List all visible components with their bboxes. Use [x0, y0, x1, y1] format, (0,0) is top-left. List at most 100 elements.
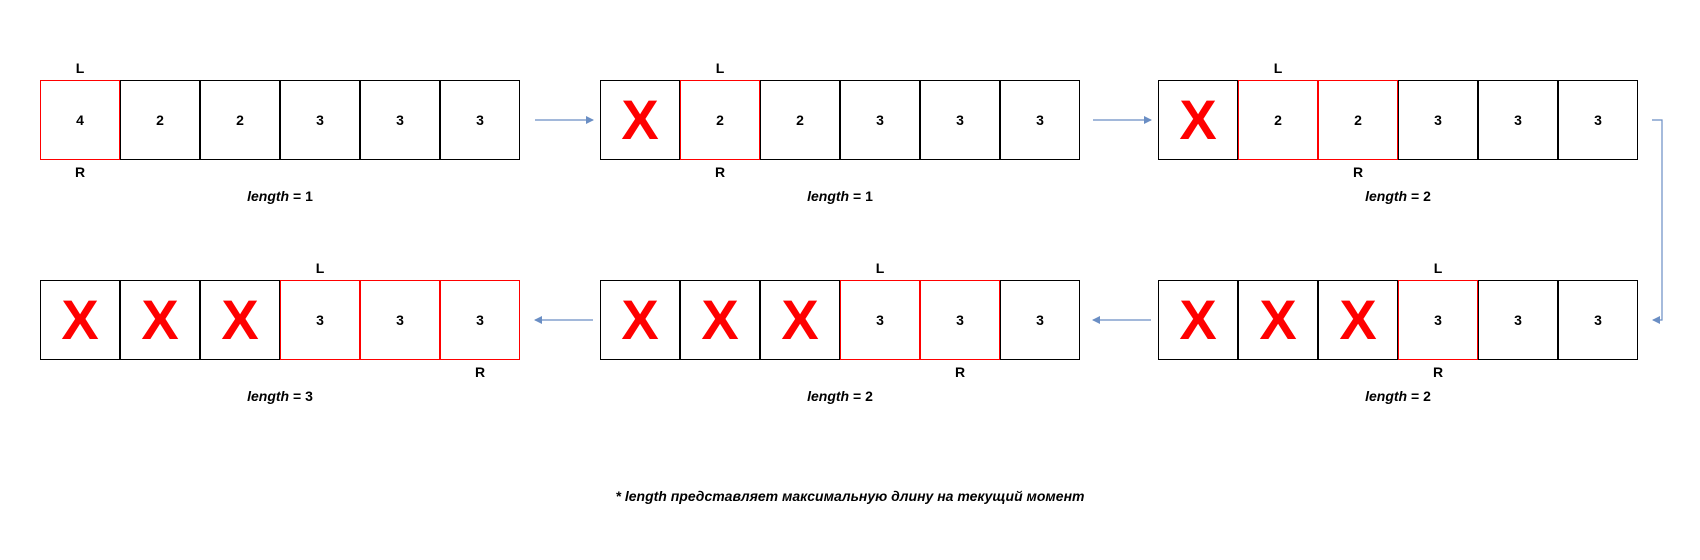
cell-value: 2	[156, 112, 164, 128]
array-cell: 3	[840, 80, 920, 160]
array-cell-in-window: 3	[1398, 280, 1478, 360]
cell-value: 3	[316, 112, 324, 128]
length-equals: =	[289, 388, 306, 404]
cell-value: 4	[76, 112, 84, 128]
array-cell-removed: X	[760, 280, 840, 360]
array-cell: 2	[200, 80, 280, 160]
cell-value: 3	[476, 312, 484, 328]
length-word: length	[247, 388, 290, 404]
left-pointer-label: L	[315, 260, 325, 276]
array-cell-removed: X	[1238, 280, 1318, 360]
cell-value: 3	[1036, 112, 1044, 128]
length-value: 1	[865, 188, 873, 204]
array-cell: 3	[1000, 80, 1080, 160]
length-equals: =	[289, 188, 306, 204]
array-cell-removed: X	[600, 80, 680, 160]
array-cell-removed: X	[200, 280, 280, 360]
right-pointer-label: R	[474, 364, 486, 380]
removed-mark-icon: X	[1259, 288, 1297, 351]
cell-value: 3	[396, 312, 404, 328]
array-cell-in-window: 3	[360, 280, 440, 360]
length-value: 2	[1423, 388, 1431, 404]
array-cell: 3	[440, 80, 520, 160]
removed-mark-icon: X	[1179, 88, 1217, 151]
array-cell: 3	[1558, 280, 1638, 360]
array-cell-in-window: 3	[440, 280, 520, 360]
cell-value: 2	[716, 112, 724, 128]
left-pointer-label: L	[1273, 60, 1283, 76]
length-word: length	[1365, 188, 1408, 204]
left-pointer-label: L	[715, 60, 725, 76]
cell-value: 2	[236, 112, 244, 128]
length-value: 2	[1423, 188, 1431, 204]
array-cell: 3	[1000, 280, 1080, 360]
array-cell: 3	[360, 80, 440, 160]
array-cell-in-window: 3	[920, 280, 1000, 360]
array-cell-in-window: 4	[40, 80, 120, 160]
cell-value: 3	[476, 112, 484, 128]
removed-mark-icon: X	[701, 288, 739, 351]
length-equals: =	[1407, 388, 1424, 404]
cell-value: 3	[1514, 112, 1522, 128]
length-caption: length = 2	[600, 388, 1080, 404]
length-caption: length = 1	[40, 188, 520, 204]
footnote: * length представляет максимальную длину…	[615, 488, 1085, 504]
right-pointer-label: R	[1352, 164, 1364, 180]
removed-mark-icon: X	[781, 288, 819, 351]
cell-value: 3	[316, 312, 324, 328]
removed-mark-icon: X	[621, 288, 659, 351]
cell-value: 3	[1036, 312, 1044, 328]
cell-value: 2	[1274, 112, 1282, 128]
array-cell-in-window: 3	[840, 280, 920, 360]
cell-value: 3	[876, 112, 884, 128]
length-caption: length = 1	[600, 188, 1080, 204]
length-value: 1	[305, 188, 313, 204]
length-word: length	[807, 388, 850, 404]
right-pointer-label: R	[1432, 364, 1444, 380]
array-cell: 3	[1558, 80, 1638, 160]
cell-value: 2	[796, 112, 804, 128]
length-caption: length = 2	[1158, 188, 1638, 204]
array-cell-removed: X	[120, 280, 200, 360]
length-value: 3	[305, 388, 313, 404]
cell-value: 2	[1354, 112, 1362, 128]
left-pointer-label: L	[1433, 260, 1443, 276]
cell-value: 3	[396, 112, 404, 128]
removed-mark-icon: X	[221, 288, 259, 351]
array-cell: 3	[1398, 80, 1478, 160]
array-cell-removed: X	[1158, 280, 1238, 360]
array-row: X 2 2 3 3 3	[1158, 80, 1638, 160]
length-equals: =	[849, 388, 866, 404]
cell-value: 3	[1514, 312, 1522, 328]
array-cell-removed: X	[1318, 280, 1398, 360]
array-cell-removed: X	[600, 280, 680, 360]
cell-value: 3	[1434, 312, 1442, 328]
left-pointer-label: L	[75, 60, 85, 76]
array-cell-in-window: 2	[680, 80, 760, 160]
array-cell-removed: X	[1158, 80, 1238, 160]
length-word: length	[247, 188, 290, 204]
array-row: 4 2 2 3 3 3	[40, 80, 520, 160]
cell-value: 3	[1594, 112, 1602, 128]
array-cell: 2	[760, 80, 840, 160]
length-caption: length = 2	[1158, 388, 1638, 404]
array-cell-in-window: 2	[1238, 80, 1318, 160]
array-cell: 2	[120, 80, 200, 160]
arrow-step3-to-step4	[1652, 119, 1663, 324]
removed-mark-icon: X	[1179, 288, 1217, 351]
array-row: X 2 2 3 3 3	[600, 80, 1080, 160]
cell-value: 3	[876, 312, 884, 328]
length-equals: =	[1407, 188, 1424, 204]
removed-mark-icon: X	[1339, 288, 1377, 351]
array-cell-removed: X	[40, 280, 120, 360]
removed-mark-icon: X	[61, 288, 99, 351]
